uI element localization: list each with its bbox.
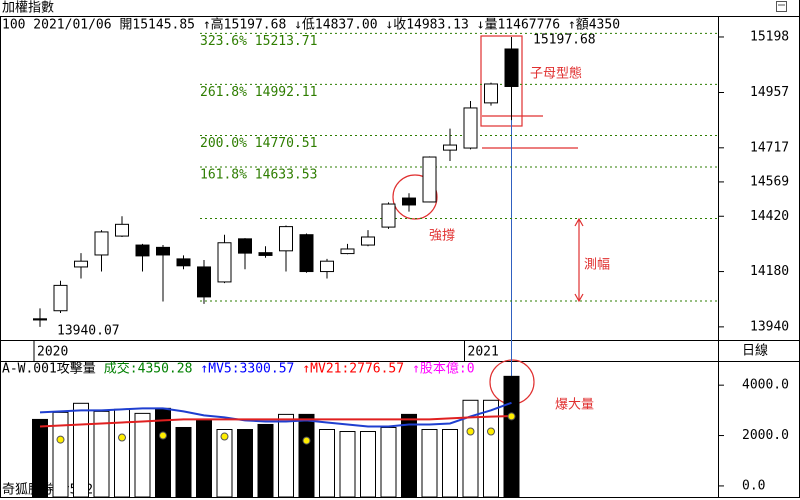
y-tick-label: 13940 (750, 319, 789, 334)
candle-body (320, 260, 334, 273)
candle-body (217, 242, 232, 283)
y-tick-label: 15198 (750, 29, 789, 44)
fib-label: 161.8% 14633.53 (200, 168, 317, 183)
candle-body (197, 266, 211, 298)
volume-bar (175, 426, 192, 498)
y-tick-label: 0.0 (742, 478, 765, 493)
y-tick-label: 14957 (750, 85, 789, 100)
volume-bar (278, 413, 294, 498)
candle-body (463, 107, 478, 149)
indicator: ↑MV5:3300.57 (200, 362, 294, 377)
y-tick-label: 14420 (750, 209, 789, 224)
moving-average (39, 414, 512, 428)
volume-bar (237, 429, 253, 498)
annotation: 爆大量 (555, 398, 594, 413)
candle-body (74, 260, 88, 268)
indicator: ↑MV21:2776.57 (302, 362, 404, 377)
candle-body (484, 83, 498, 104)
candle-body (115, 223, 129, 237)
chart-title: 加權指數 (2, 1, 54, 16)
volume-bar (73, 402, 89, 498)
volume-bar (134, 412, 151, 498)
signal-dot (159, 431, 167, 440)
candle-body (135, 244, 150, 257)
signal-dot (56, 435, 65, 444)
signal-dot (487, 427, 495, 436)
signal-dot (507, 412, 516, 421)
signal-dot (118, 433, 126, 442)
signal-dot (466, 427, 475, 436)
candle-body (176, 258, 191, 267)
volume-bar (93, 410, 110, 498)
annotation: 強撐 (429, 229, 455, 244)
volume-bar (360, 431, 376, 498)
period: 日線 (742, 343, 768, 359)
y-tick-label: 4000.0 (742, 378, 789, 393)
candle-body (422, 156, 437, 203)
y-tick-label: 14569 (750, 174, 789, 189)
candle-body (361, 236, 375, 246)
volume-bar (216, 429, 233, 498)
y-tick-label: 14717 (750, 140, 789, 155)
window-icon[interactable] (776, 1, 787, 12)
signal-dot (220, 432, 229, 441)
candle-body (443, 144, 457, 151)
volume-bar (401, 413, 417, 498)
candle-body (53, 284, 68, 312)
volume-bar (52, 411, 69, 498)
annotation: 13940.07 (57, 324, 120, 339)
candle-body (402, 197, 416, 206)
volume-bar (319, 429, 335, 498)
candle-body (238, 238, 252, 254)
volume-bar (32, 418, 48, 498)
candle-body (258, 252, 273, 256)
indicator: ↑股本億:0 (412, 361, 474, 377)
moving-average (39, 401, 512, 428)
volume-title: A-W.001攻擊量 (2, 361, 96, 377)
candle-body (33, 318, 47, 321)
volume-bar (442, 429, 458, 498)
indicator: 成交:4350.28 (104, 361, 193, 377)
candle-body (279, 226, 293, 252)
candle-body (94, 231, 109, 256)
volume-bar (298, 413, 315, 498)
x-tick-label: 2021 (468, 345, 499, 360)
annotation: 測幅 (584, 258, 610, 273)
annotation: 子母型態 (530, 66, 582, 82)
candle-body (340, 248, 355, 255)
y-tick-label: 2000.0 (742, 428, 789, 443)
volume-bar (380, 426, 397, 498)
x-tick-label: 2020 (37, 345, 68, 360)
measure-arrow (574, 217, 584, 303)
candle-body (299, 234, 314, 273)
volume-bar (503, 375, 520, 498)
volume-bar (462, 399, 479, 498)
volume-bar (339, 431, 356, 498)
fib-label: 200.0% 14770.51 (200, 136, 317, 151)
highlight-box (480, 35, 523, 127)
volume-bar (257, 423, 274, 498)
candle-body (504, 48, 519, 87)
volume-bar (196, 418, 212, 498)
fib-label: 323.6% 15213.71 (200, 34, 317, 49)
fib-label: 261.8% 14992.11 (200, 85, 317, 100)
candle-body (381, 203, 396, 228)
annotation: 15197.68 (533, 33, 596, 48)
volume-bar (421, 429, 438, 498)
candle-body (156, 246, 170, 256)
volume-bar (483, 399, 499, 498)
y-tick-label: 14180 (750, 264, 789, 279)
quote-line: 100 2021/01/06 開15145.85 ↑高15197.68 ↓低14… (2, 17, 620, 33)
signal-dot (302, 436, 311, 445)
